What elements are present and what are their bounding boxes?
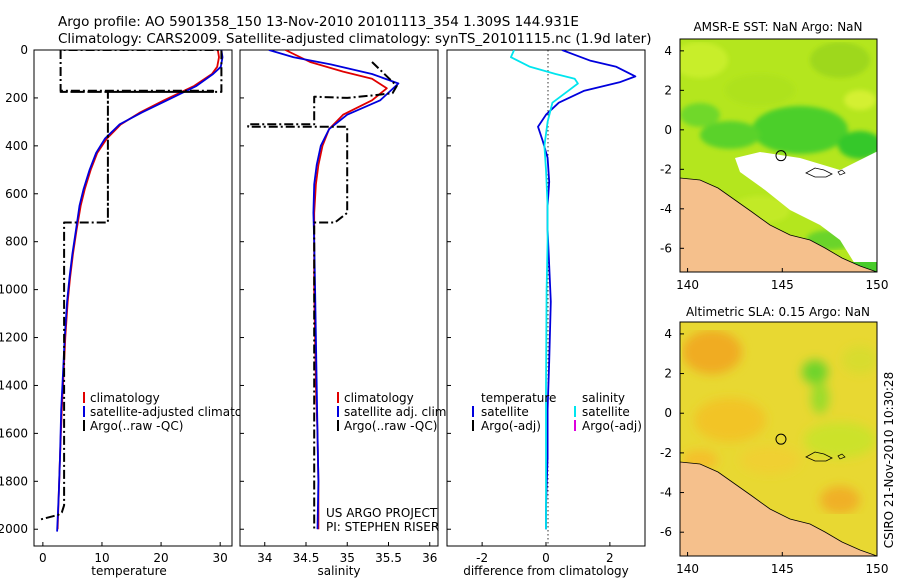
legend-label-sal-argo: Argo(-adj) (582, 419, 642, 433)
difference-axis-label: difference from climatology (463, 564, 629, 578)
legend-label-argo: Argo(..raw -QC) (344, 419, 437, 433)
series-line-argo (39, 50, 223, 521)
legend-label-temp-argo: Argo(-adj) (481, 419, 541, 433)
y-tick-label: 600 (5, 187, 28, 201)
series-line-salinity-satellite (509, 50, 579, 530)
map-y-tick-label: -2 (660, 446, 672, 460)
salinity-legend: climatology satellite adj. clim. Argo(..… (337, 391, 450, 433)
project-note-line2: PI: STEPHEN RISER (326, 520, 439, 534)
map-y-tick-label: 2 (664, 367, 672, 381)
sst-island-small (837, 169, 846, 176)
map-y-tick-label: 4 (664, 327, 672, 341)
map-x-tick-label: 145 (771, 562, 794, 576)
map-x-tick-label: 140 (676, 562, 699, 576)
legend-heading-temperature: temperature (481, 391, 556, 405)
salinity-plot-frame (239, 49, 439, 547)
timestamp-side-label: CSIRO 21-Nov-2010 10:30:28 (882, 372, 896, 548)
sst-land-mask (680, 178, 877, 272)
sla-island (805, 451, 833, 462)
project-note-line1: US ARGO PROJECT (326, 506, 438, 520)
sla-map-field (680, 322, 877, 556)
series-line-satellite (268, 50, 400, 530)
temperature-panel: 0 10 20 30 0 200 400 600 800 1000 1200 1400 1600 1800… (0, 43, 268, 578)
x-tick-label: 34 (257, 551, 272, 565)
map-y-tick-label: -2 (660, 162, 672, 176)
map-y-tick-label: -4 (660, 202, 672, 216)
x-tick-label: 36 (422, 551, 437, 565)
difference-panel: -2 0 2 difference from climatology tempera… (446, 49, 646, 578)
y-tick-label: 0 (20, 43, 28, 57)
map-x-tick-label: 150 (866, 562, 889, 576)
y-tick-label: 2000 (0, 522, 28, 536)
y-tick-label: 800 (5, 235, 28, 249)
legend-label-climatology: climatology (344, 391, 414, 405)
map-y-tick-label: 2 (664, 83, 672, 97)
x-tick-label: 35.5 (375, 551, 402, 565)
map-y-tick-label: -6 (660, 241, 672, 255)
x-tick-label: 2 (606, 551, 614, 565)
x-tick-label: -2 (476, 551, 488, 565)
temperature-axis-label: temperature (91, 564, 166, 578)
sla-map-panel: Altimetric SLA: 0.15 Argo: NaN 140 145 150… (660, 305, 888, 576)
salinity-panel: 34 34.5 35 35.5 36 salinity climatology sate… (239, 49, 450, 578)
y-tick-label: 1600 (0, 426, 28, 440)
x-tick-label: 30 (213, 551, 228, 565)
map-x-tick-label: 145 (771, 278, 794, 292)
map-y-tick-label: -6 (660, 525, 672, 539)
sst-map-title: AMSR-E SST: NaN Argo: NaN (693, 20, 862, 34)
x-tick-label: 34.5 (293, 551, 320, 565)
series-line-argo (247, 61, 398, 530)
legend-label-argo: Argo(..raw -QC) (90, 419, 183, 433)
map-x-tick-label: 140 (676, 278, 699, 292)
sst-island (805, 167, 833, 178)
legend-label-climatology: climatology (90, 391, 160, 405)
argo-position-marker (775, 433, 787, 445)
sla-island-small (837, 453, 846, 460)
sst-map-panel: AMSR-E SST: NaN Argo: NaN (660, 20, 888, 292)
map-x-tick-label: 150 (866, 278, 889, 292)
difference-legend: temperature satellite Argo(-adj) salinit… (472, 391, 642, 433)
legend-heading-salinity: salinity (582, 391, 625, 405)
figure-title-line1: Argo profile: AO 5901358_150 13-Nov-2010… (58, 14, 579, 30)
sst-map-field (680, 39, 877, 272)
sla-land-mask (680, 462, 877, 556)
y-tick-label: 1800 (0, 474, 28, 488)
x-tick-label: 35 (340, 551, 355, 565)
legend-label-temp-satellite: satellite (481, 405, 529, 419)
legend-label-sal-satellite: satellite (582, 405, 630, 419)
map-y-tick-label: 4 (664, 44, 672, 58)
y-tick-label: 1000 (0, 283, 28, 297)
sla-map-frame (679, 321, 878, 557)
sst-missing-data-area (735, 151, 877, 272)
y-tick-label: 1200 (0, 331, 28, 345)
map-y-tick-label: 0 (664, 123, 672, 137)
x-tick-label: 10 (94, 551, 109, 565)
legend-label-satellite: satellite adj. clim. (344, 405, 450, 419)
sla-map-title: Altimetric SLA: 0.15 Argo: NaN (686, 305, 870, 319)
sst-coastline (680, 177, 877, 272)
legend-label-satellite: satellite-adjusted climatology (90, 405, 268, 419)
y-tick-label: 400 (5, 139, 28, 153)
x-tick-label: 0 (39, 551, 47, 565)
map-y-tick-label: 0 (664, 406, 672, 420)
x-tick-label: 20 (153, 551, 168, 565)
salinity-axis-label: salinity (317, 564, 360, 578)
sla-coastline (680, 461, 877, 556)
temperature-legend: climatology satellite-adjusted climatolo… (83, 391, 268, 433)
figure-title-line2: Climatology: CARS2009. Satellite-adjuste… (58, 31, 651, 47)
sst-map-frame (679, 38, 878, 273)
y-tick-label: 200 (5, 91, 28, 105)
argo-position-marker (775, 150, 787, 162)
x-tick-label: 0 (542, 551, 550, 565)
map-y-tick-label: -4 (660, 486, 672, 500)
series-line-satellite (56, 50, 224, 532)
y-tick-label: 1400 (0, 378, 28, 392)
